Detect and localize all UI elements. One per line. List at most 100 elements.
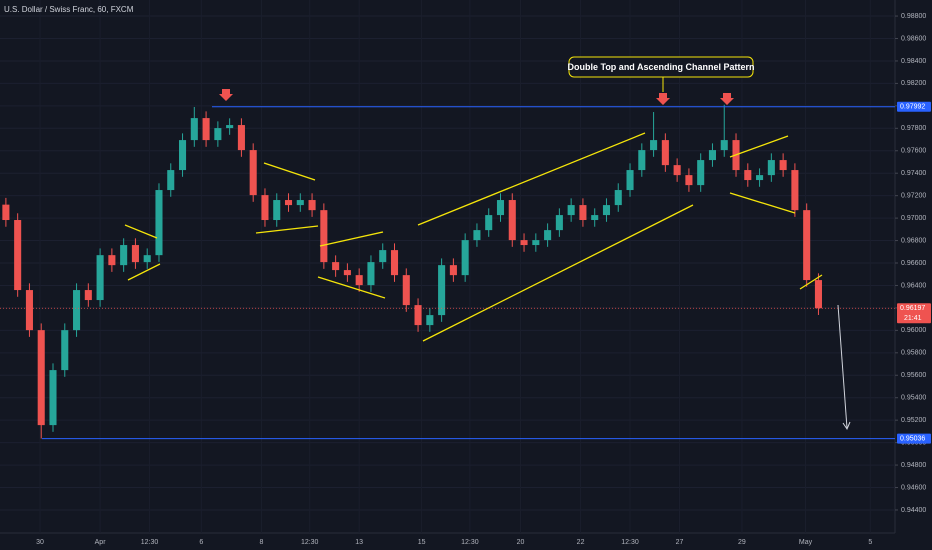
y-tick-label: 0.95600 (901, 372, 926, 379)
candle-body (284, 200, 293, 206)
top-markers (219, 89, 734, 105)
x-tick-label: 5 (868, 539, 872, 546)
y-tick-label: 0.97600 (901, 148, 926, 155)
candle-body (650, 140, 658, 151)
candle-body (803, 210, 811, 281)
candle-body (756, 175, 764, 181)
candle-body (791, 170, 799, 211)
candle-body (673, 165, 681, 176)
y-tick-label: 0.96800 (901, 237, 926, 244)
candle-body (638, 150, 646, 171)
candle-body (343, 270, 351, 276)
level-tag (897, 101, 931, 112)
candle-body (49, 370, 57, 426)
plot (0, 15, 895, 511)
candle-body (661, 140, 669, 166)
arrow-line (837, 304, 848, 429)
trend-line (799, 274, 823, 290)
y-tick-label: 0.95400 (901, 395, 926, 402)
trend-lines (124, 132, 823, 342)
candle-body (697, 160, 705, 186)
trend-line (263, 162, 316, 181)
trend-line (127, 263, 161, 281)
candle-body (249, 150, 257, 196)
x-tick-label: 12:30 (141, 539, 159, 546)
candle-body (779, 160, 787, 171)
candle-body (567, 205, 575, 216)
candle-body (555, 215, 563, 231)
candle-body (579, 205, 587, 221)
trend-line (317, 276, 386, 299)
candle-body (179, 140, 187, 171)
trend-line (319, 231, 384, 247)
last-price-tag (897, 303, 931, 324)
candle-body (355, 275, 363, 286)
arrow-head (842, 421, 851, 431)
chart-title: U.S. Dollar / Swiss Franc, 60, FXCM (4, 5, 134, 14)
x-tick-label: 15 (418, 539, 426, 546)
callout-box (568, 56, 754, 78)
candle-body (273, 200, 281, 221)
x-tick-label: 13 (355, 539, 363, 546)
annotation-text: Double Top and Ascending Channel Pattern (567, 62, 754, 72)
candle-body (190, 118, 198, 141)
candle-body (143, 255, 151, 263)
candle-body (332, 262, 340, 271)
candle-body (508, 200, 516, 241)
x-tick-label: Apr (95, 539, 107, 546)
y-tick-label: 0.97000 (901, 215, 926, 222)
candle-body (214, 128, 222, 141)
trend-line (729, 192, 796, 214)
candle-body (320, 210, 328, 263)
y-tick-label: 0.98200 (901, 80, 926, 87)
candle-body (744, 170, 752, 181)
y-tick-label: 0.98400 (901, 58, 926, 65)
y-tick-label: 0.94800 (901, 462, 926, 469)
trend-line (729, 135, 789, 158)
y-tick-label: 0.97800 (901, 125, 926, 132)
candle-body (402, 275, 410, 306)
candle-body (155, 190, 163, 256)
x-tick-label: 8 (259, 539, 263, 546)
candle-body (37, 330, 45, 426)
x-tick-label: 29 (738, 539, 746, 546)
x-tick-label: 12:30 (621, 539, 639, 546)
candle-body (685, 175, 693, 186)
trend-line (417, 132, 646, 226)
candle-body (61, 330, 69, 371)
y-tick-label: 0.94600 (901, 484, 926, 491)
y-tick-label: 0.96600 (901, 260, 926, 267)
y-tick-label: 0.97400 (901, 170, 926, 177)
candle-body (449, 265, 457, 276)
candle-body (614, 190, 622, 206)
candle-body (308, 200, 316, 211)
candle-body (73, 290, 81, 331)
y-tick-label: 0.96400 (901, 282, 926, 289)
level-label: 0.95036 (900, 435, 925, 442)
y-tick-label: 0.97200 (901, 193, 926, 200)
y-tick-label: 0.98800 (901, 13, 926, 20)
candle-body (520, 240, 528, 246)
trend-line (422, 204, 694, 342)
candle-body (591, 215, 599, 221)
y-tick-label: 0.96000 (901, 327, 926, 334)
candle-body (496, 200, 505, 216)
candle-body (2, 204, 10, 221)
level-label: 0.97992 (900, 104, 925, 111)
projection-arrow (837, 304, 851, 431)
x-tick-label: 22 (577, 539, 585, 546)
candle-body (720, 140, 728, 151)
candle-body (167, 170, 175, 191)
last-price-label: 0.96197 (900, 305, 925, 312)
candle-body (473, 230, 481, 241)
candle-body (414, 305, 422, 326)
x-tick-label: 30 (36, 539, 44, 546)
candle-body (108, 255, 116, 266)
candle-body (767, 160, 775, 176)
x-tick-label: 6 (199, 539, 203, 546)
level-tag (897, 433, 931, 444)
annotation-callout: Double Top and Ascending Channel Pattern (567, 56, 755, 92)
x-tick-label: 12:30 (301, 539, 319, 546)
candle-body (544, 230, 552, 241)
